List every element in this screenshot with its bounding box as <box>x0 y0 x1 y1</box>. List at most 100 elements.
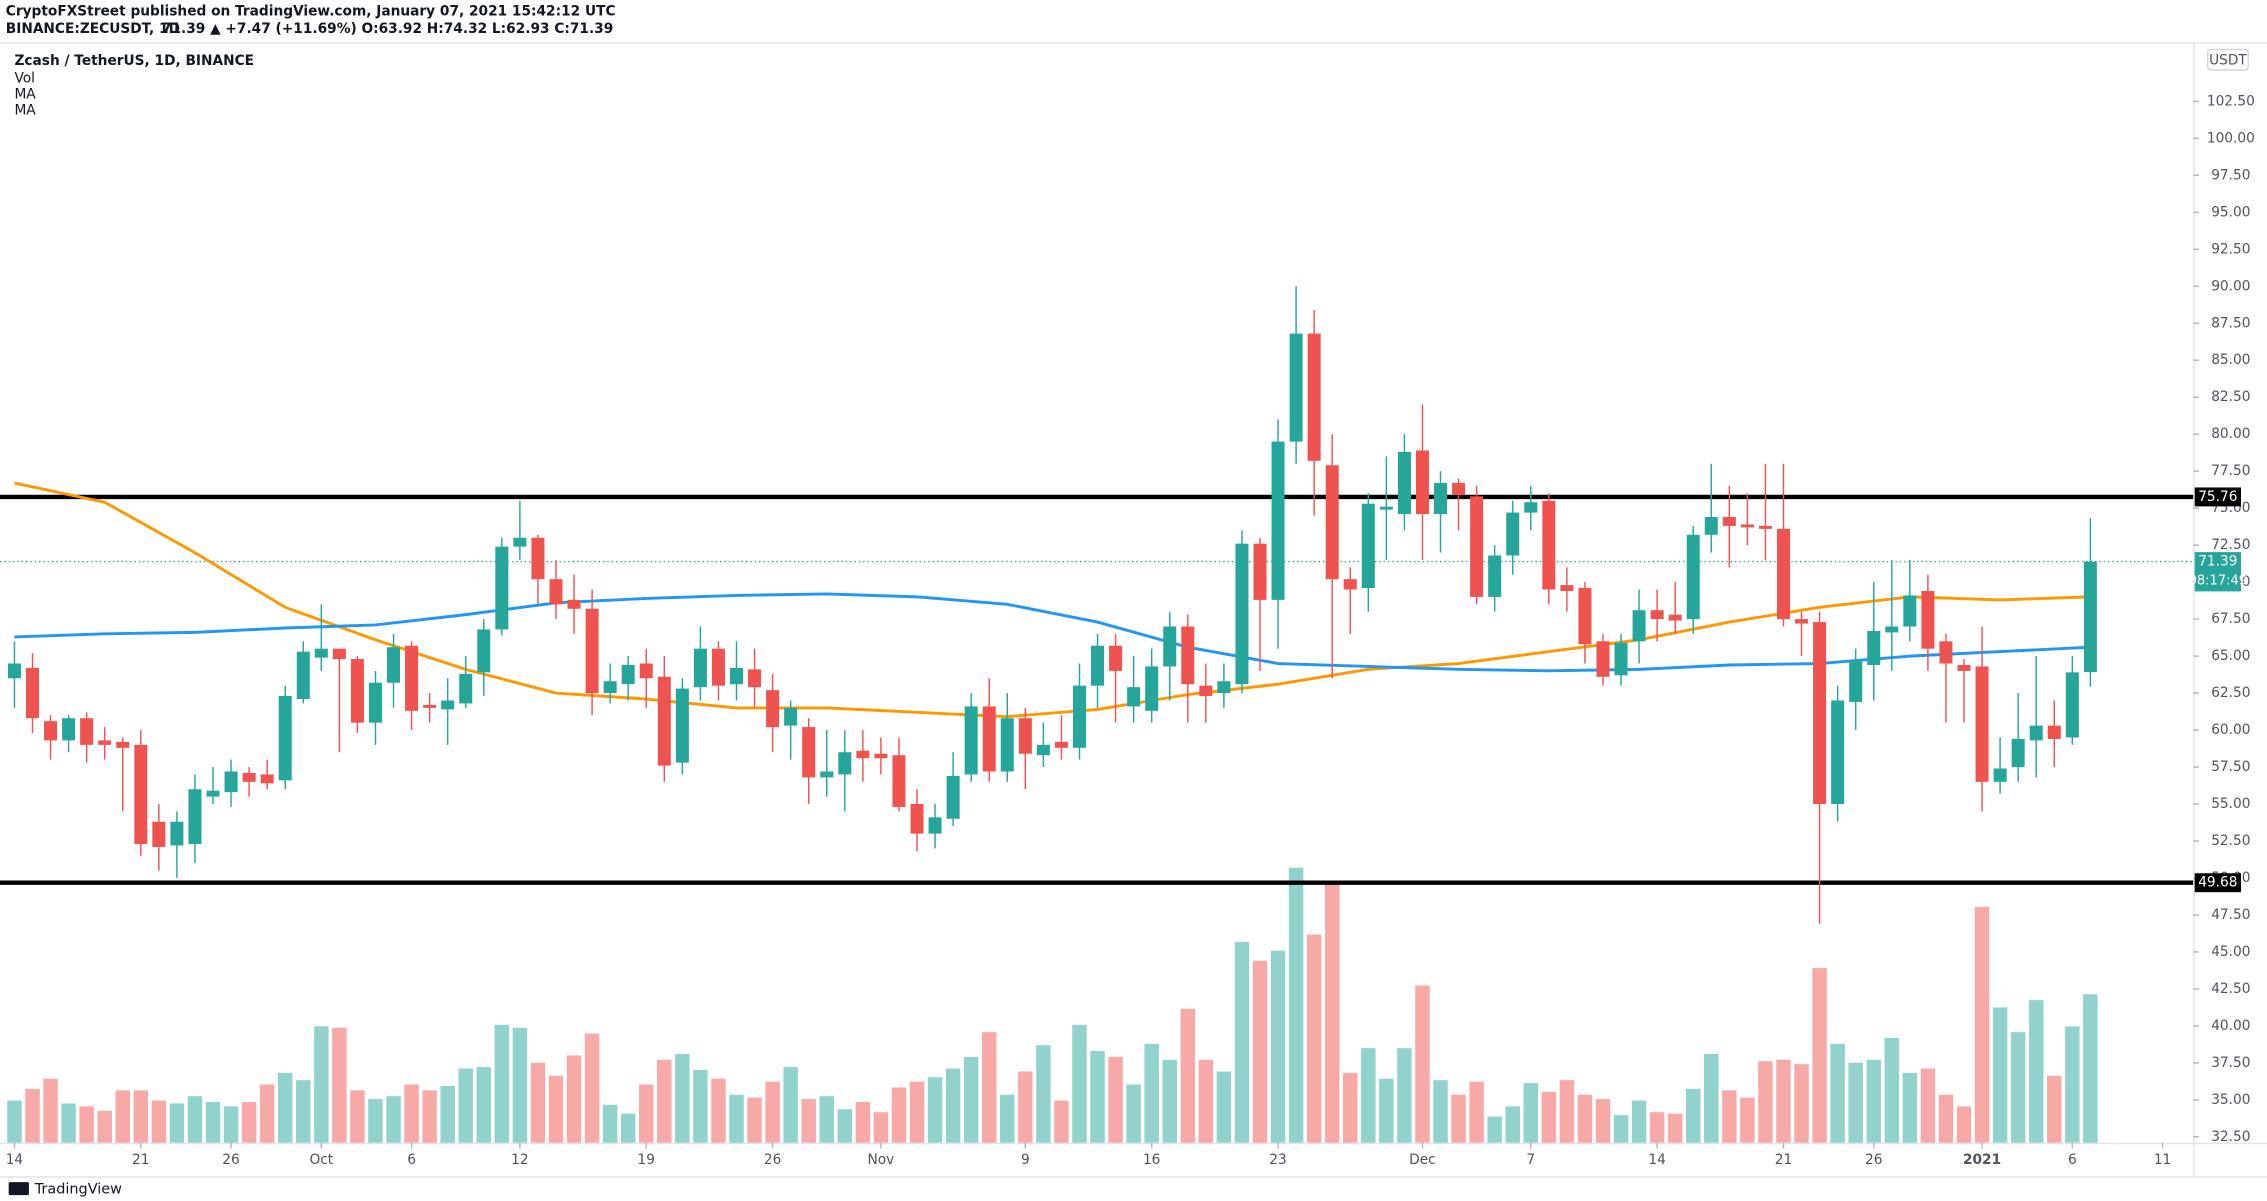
candle-body <box>1361 503 1375 589</box>
volume-bar <box>1162 1059 1177 1143</box>
volume-bar <box>404 1084 419 1143</box>
y-tick-label: 40.00 <box>2211 1018 2250 1034</box>
volume-bar <box>512 1027 528 1143</box>
candle-body <box>1686 534 1700 620</box>
moving-average <box>14 481 2091 719</box>
volume-bar <box>1776 1059 1791 1143</box>
volume-bar <box>458 1068 473 1143</box>
y-tick-label: 95.00 <box>2211 204 2250 220</box>
volume-bar <box>187 1096 203 1143</box>
candle-body <box>639 663 653 679</box>
x-tick-label: 7 <box>1526 1152 1535 1168</box>
volume-bar <box>1848 1062 1863 1143</box>
candle-body <box>1722 517 1736 526</box>
candle-body <box>1217 681 1231 694</box>
volume-bar <box>1577 1094 1593 1143</box>
candle-body <box>1109 645 1123 671</box>
candle-body <box>206 790 220 797</box>
publisher-line: CryptoFXStreet published on TradingView.… <box>6 4 616 20</box>
y-tick-label: 32.50 <box>2211 1129 2250 1145</box>
chart-title: Zcash / TetherUS, 1D, BINANCE <box>14 53 254 69</box>
candle-body <box>1614 642 1628 676</box>
volume-bar <box>1902 1072 1918 1143</box>
x-tick-label: Oct <box>309 1152 333 1168</box>
volume-bar <box>2083 994 2098 1143</box>
candle-body <box>946 775 960 819</box>
candle-body <box>1740 524 1754 528</box>
candle-body <box>603 681 617 694</box>
logo-text: TradingView <box>34 1181 122 1197</box>
level-label: 75.76 <box>2198 489 2237 505</box>
volume-bar <box>133 1090 149 1143</box>
volume-bar <box>584 1033 600 1143</box>
candle-body <box>296 651 310 699</box>
volume-bar <box>855 1102 871 1143</box>
candle-body <box>549 579 563 605</box>
candle-body <box>260 774 274 784</box>
volume-bar <box>2065 1026 2080 1143</box>
candle-body <box>44 721 58 741</box>
y-tick-label: 67.50 <box>2211 611 2250 627</box>
volume-bar <box>151 1100 167 1143</box>
volume-bar <box>1379 1078 1394 1143</box>
candle-body <box>1181 626 1195 685</box>
volume-bar <box>1469 1081 1484 1143</box>
candle-body <box>459 673 473 704</box>
y-tick-label: 47.50 <box>2211 907 2250 923</box>
x-tick-label: 2021 <box>1963 1152 2001 1168</box>
volume-bar <box>241 1102 257 1143</box>
candle-body <box>1668 614 1682 621</box>
x-tick-label: 26 <box>222 1152 239 1168</box>
volume-bar <box>1144 1043 1159 1143</box>
candle-body <box>1379 506 1393 510</box>
logo: TradingView <box>8 1181 122 1197</box>
candle-body <box>928 817 942 834</box>
candle-body <box>1939 641 1953 664</box>
candle-body <box>242 772 256 782</box>
y-tick-label: 42.50 <box>2211 981 2250 997</box>
candle-body <box>350 659 364 723</box>
candle-body <box>1271 441 1285 600</box>
moving-average <box>14 592 2091 673</box>
y-tick-label: 82.50 <box>2211 389 2250 405</box>
volume-bar <box>837 1109 853 1143</box>
x-tick-label: 19 <box>638 1152 655 1168</box>
candle-body <box>1704 517 1718 535</box>
volume-bar <box>1758 1061 1773 1143</box>
x-tick-label: 9 <box>1021 1152 1030 1168</box>
volume-bar <box>927 1077 943 1143</box>
candle-body <box>170 821 184 846</box>
candle-body <box>441 700 455 710</box>
candle-body <box>405 645 419 711</box>
plot-area <box>0 286 2194 1143</box>
candle-body <box>2011 738 2025 768</box>
volume-bar <box>639 1084 654 1143</box>
candle-body <box>711 648 725 686</box>
candle-body <box>1145 666 1159 711</box>
candle-body <box>1000 718 1014 772</box>
volume-bar <box>1559 1080 1575 1143</box>
candle-body <box>729 667 744 685</box>
volume-bar <box>1234 941 1250 1143</box>
candle-body <box>585 608 599 694</box>
volume-bar <box>1938 1094 1954 1143</box>
x-tick-label: 21 <box>132 1152 149 1168</box>
volume-bar <box>1722 1090 1737 1143</box>
volume-bar <box>2047 1075 2062 1143</box>
volume-bar <box>97 1110 112 1143</box>
candle-body <box>152 821 166 847</box>
volume-bar <box>693 1069 708 1143</box>
unit-box <box>2206 48 2249 71</box>
volume-bar <box>223 1106 239 1143</box>
volume-bar <box>2028 1000 2044 1143</box>
candle-body <box>1903 595 1917 627</box>
volume-bar <box>115 1090 130 1143</box>
candle-body <box>784 707 798 726</box>
y-tick-label: 57.50 <box>2211 759 2250 775</box>
volume-bar <box>1397 1048 1412 1143</box>
candle-body <box>1524 502 1538 513</box>
candle-body <box>1091 645 1105 686</box>
volume-bar <box>620 1113 636 1143</box>
y-tick-label: 102.50 <box>2207 93 2255 109</box>
candle-body <box>495 546 509 630</box>
